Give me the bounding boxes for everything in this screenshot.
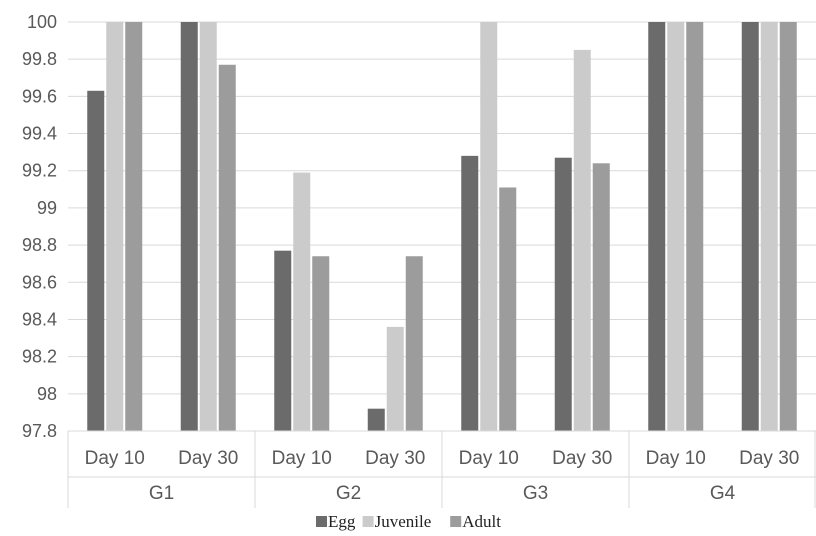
- bar-egg-2: [274, 250, 292, 431]
- bar-juvenile-1: [199, 22, 217, 431]
- y-axis-tick-labels: 97.8 98 98.2 98.4 98.6 98.8 99 99.2 99.4 99.6 99.8…: [22, 12, 57, 441]
- y-tick-label: 98.8: [22, 235, 57, 255]
- y-tick-label: 99.6: [22, 86, 57, 106]
- bar-juvenile-6: [667, 22, 685, 431]
- legend-label: Egg: [328, 512, 356, 531]
- x-tick-label: Day 10: [85, 448, 145, 469]
- bar-adult-3: [405, 256, 423, 431]
- y-tick-label: 98.2: [22, 347, 57, 367]
- bar-adult-7: [779, 22, 797, 431]
- legend-swatch-egg: [316, 516, 327, 527]
- bar-juvenile-4: [480, 22, 498, 431]
- bar-adult-0: [125, 22, 143, 431]
- y-tick-label: 100: [27, 12, 57, 32]
- legend-swatch-juvenile: [362, 516, 374, 527]
- bar-egg-3: [367, 408, 385, 431]
- group-label: G4: [710, 483, 736, 504]
- x-tick-label: Day 10: [646, 448, 706, 469]
- x-tick-label: Day 10: [272, 448, 332, 469]
- bar-egg-4: [461, 155, 479, 431]
- bar-juvenile-2: [293, 172, 311, 431]
- gridlines: [68, 21, 816, 432]
- x-tick-label: Day 30: [178, 448, 238, 469]
- bar-egg-7: [741, 22, 759, 431]
- group-label: G2: [336, 483, 361, 504]
- y-tick-label: 97.8: [22, 421, 57, 441]
- x-tick-label: Day 30: [552, 448, 612, 469]
- bar-adult-4: [499, 187, 517, 431]
- bar-juvenile-7: [760, 22, 778, 431]
- y-tick-label: 99.4: [22, 124, 57, 144]
- group-label: G1: [149, 483, 174, 504]
- legend-label: Juvenile: [375, 512, 432, 531]
- bar-juvenile-5: [573, 49, 591, 432]
- bar-juvenile-0: [106, 22, 124, 431]
- y-tick-label: 98: [37, 384, 57, 404]
- x-tick-label: Day 30: [365, 448, 425, 469]
- y-tick-label: 99.8: [22, 49, 57, 69]
- bars: [87, 22, 797, 432]
- y-tick-label: 99: [37, 198, 57, 218]
- bar-egg-6: [648, 22, 666, 431]
- legend-swatch-adult: [450, 516, 462, 527]
- bar-adult-5: [592, 163, 610, 432]
- x-tick-label: Day 30: [739, 448, 799, 469]
- bar-adult-2: [312, 256, 330, 431]
- bar-egg-1: [180, 22, 198, 431]
- x-tick-label: Day 10: [459, 448, 519, 469]
- y-tick-label: 99.2: [22, 161, 57, 181]
- bar-egg-0: [87, 90, 105, 431]
- legend: Egg Juvenile Adult: [316, 512, 501, 531]
- bar-adult-1: [218, 64, 236, 431]
- legend-label: Adult: [462, 512, 501, 531]
- y-tick-label: 98.4: [22, 309, 57, 329]
- bar-adult-6: [686, 22, 704, 431]
- bar-juvenile-3: [386, 326, 404, 431]
- group-label: G3: [523, 483, 548, 504]
- x-axis: Day 10 Day 30 Day 10 Day 30 Day 10 Day 30 Day …: [67, 430, 816, 508]
- y-tick-label: 98.6: [22, 272, 57, 292]
- bar-egg-5: [554, 157, 572, 432]
